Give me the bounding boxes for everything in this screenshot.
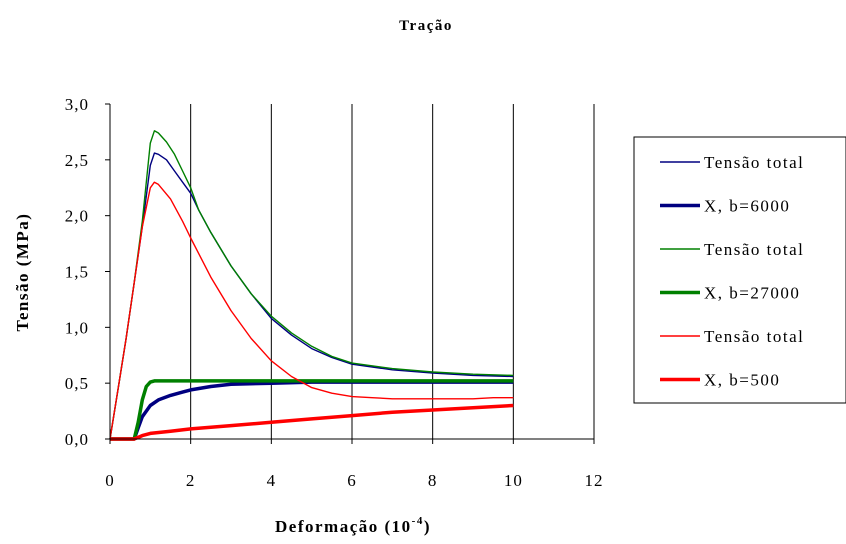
x-tick-label: 12 (585, 471, 604, 490)
series-line-3 (109, 130, 514, 440)
y-axis-title: Tensão (MPa) (13, 213, 32, 332)
series-line-5 (109, 181, 514, 440)
y-tick-label: 2,0 (65, 207, 89, 226)
grid-lines (190, 104, 595, 439)
y-tick-label: 3,0 (65, 95, 89, 114)
x-tick-label: 4 (267, 471, 277, 490)
legend-label-4: X, b=27000 (704, 284, 800, 303)
legend: Tensão total X, b=6000 Tensão total X, b=27… (660, 153, 804, 390)
y-tick-label: 2,5 (65, 151, 89, 170)
series-lines (109, 130, 514, 441)
x-tick-label: 0 (105, 471, 115, 490)
chart-title: Tração (399, 18, 453, 34)
legend-box (633, 136, 846, 404)
legend-label-3: Tensão total (704, 240, 804, 259)
x-tick-label: 2 (186, 471, 196, 490)
x-axis-label-suffix: ) (424, 517, 431, 536)
x-tick-label: 8 (428, 471, 438, 490)
legend-label-2: X, b=6000 (704, 197, 790, 216)
y-tick-label: 1,5 (65, 263, 89, 282)
y-tick-label: 0,0 (65, 430, 89, 449)
y-tick-labels: 0,0 0,5 1,0 1,5 2,0 2,5 3,0 (65, 95, 89, 449)
x-axis-exponent: -4 (412, 515, 424, 527)
y-tick-label: 1,0 (65, 318, 89, 337)
x-tick-label: 6 (347, 471, 357, 490)
legend-label-1: Tensão total (704, 153, 804, 172)
series-line-6 (110, 403, 514, 441)
y-tick-label: 0,5 (65, 374, 89, 393)
legend-label-5: Tensão total (704, 327, 804, 346)
x-tick-labels: 0 2 4 6 8 10 12 (105, 471, 604, 490)
legend-label-6: X, b=500 (704, 371, 780, 390)
axes (105, 103, 595, 444)
x-axis-title: Deformação (10-4) (275, 515, 431, 536)
x-tick-label: 10 (504, 471, 523, 490)
series-line-4 (110, 379, 514, 441)
x-axis-label: Deformação (10 (275, 517, 412, 536)
